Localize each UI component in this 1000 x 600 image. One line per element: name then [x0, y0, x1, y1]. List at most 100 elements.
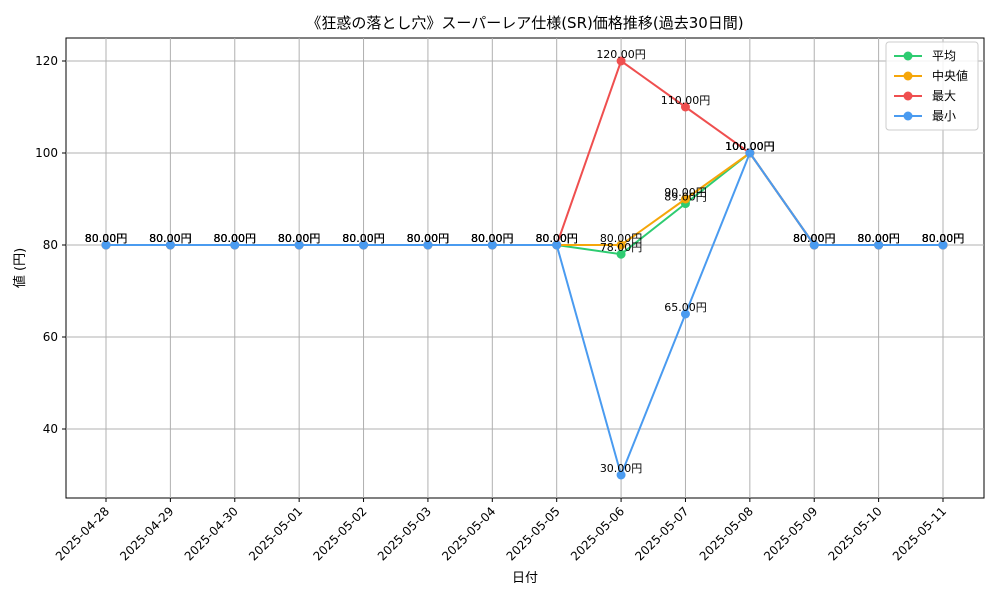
- data-label: 80.00円: [214, 232, 257, 245]
- data-label: 80.00円: [214, 232, 257, 245]
- data-label: 80.00円: [922, 232, 965, 245]
- data-label: 80.00円: [793, 232, 836, 245]
- data-point: [745, 148, 755, 158]
- data-label: 80.00円: [149, 232, 192, 245]
- legend-label: 最大: [932, 89, 956, 103]
- data-label: 80.00円: [535, 232, 578, 245]
- data-label: 80.00円: [149, 232, 192, 245]
- x-tick-label: 2025-05-08: [697, 504, 756, 563]
- data-label: 80.00円: [857, 232, 900, 245]
- data-point: [874, 240, 884, 250]
- data-label: 110.00円: [661, 94, 711, 107]
- data-labels: 80.00円 80.00円 80.00円 80.00円 80.00円 80.00円 80.0…: [85, 48, 965, 475]
- x-tick-label: 2025-04-28: [53, 504, 112, 563]
- data-label: 80.00円: [407, 232, 450, 245]
- data-point: [809, 240, 819, 250]
- data-label: 80.00円: [149, 232, 192, 245]
- data-label: 80.00円: [857, 232, 900, 245]
- data-label: 80.00円: [214, 232, 257, 245]
- data-label: 80.00円: [922, 232, 965, 245]
- data-label: 80.00円: [535, 232, 578, 245]
- x-tick-label: 2025-05-07: [632, 504, 691, 563]
- x-tick-label: 2025-05-03: [375, 504, 434, 563]
- data-label: 80.00円: [407, 232, 450, 245]
- data-point: [230, 240, 240, 250]
- data-label: 80.00円: [471, 232, 514, 245]
- data-label: 80.00円: [407, 232, 450, 245]
- data-label: 80.00円: [278, 232, 321, 245]
- data-label: 80.00円: [793, 232, 836, 245]
- x-tick-label: 2025-05-05: [504, 504, 563, 563]
- data-label: 80.00円: [342, 232, 385, 245]
- legend-swatch-marker: [903, 71, 913, 81]
- plot-frame: [65, 37, 985, 499]
- data-label: 80.00円: [471, 232, 514, 245]
- chart-title: 《狂惑の落とし穴》スーパーレア仕様(SR)価格推移(過去30日間): [306, 14, 743, 32]
- data-point: [552, 240, 562, 250]
- data-label: 80.00円: [793, 232, 836, 245]
- series-lines: [101, 56, 948, 480]
- data-label: 80.00円: [342, 232, 385, 245]
- data-point: [487, 240, 497, 250]
- data-point: [101, 240, 111, 250]
- data-point: [423, 240, 433, 250]
- data-label: 100.00円: [725, 140, 775, 153]
- x-axis-ticks: 2025-04-28 2025-04-29 2025-04-30 2025-05-01…: [53, 498, 949, 563]
- x-tick-label: 2025-05-11: [890, 504, 949, 563]
- data-label: 89.00円: [664, 191, 707, 204]
- data-label: 100.00円: [725, 140, 775, 153]
- y-tick-label: 120: [35, 54, 58, 68]
- data-label: 80.00円: [85, 232, 128, 245]
- data-label: 80.00円: [278, 232, 321, 245]
- data-label: 100.00円: [725, 140, 775, 153]
- data-label: 80.00円: [407, 232, 450, 245]
- data-label: 80.00円: [471, 232, 514, 245]
- x-tick-label: 2025-05-04: [439, 504, 498, 563]
- data-label: 80.00円: [278, 232, 321, 245]
- data-label: 30.00円: [600, 462, 643, 475]
- x-tick-label: 2025-05-10: [826, 504, 885, 563]
- legend-swatch-marker: [903, 111, 913, 121]
- data-label: 80.00円: [600, 232, 643, 245]
- grid: [66, 38, 984, 498]
- legend-label: 最小: [932, 109, 956, 123]
- data-point: [616, 249, 626, 259]
- x-tick-label: 2025-05-02: [310, 504, 369, 563]
- data-label: 80.00円: [535, 232, 578, 245]
- legend-swatch-marker: [903, 51, 913, 61]
- data-label: 80.00円: [85, 232, 128, 245]
- legend-swatch-marker: [903, 91, 913, 101]
- series-line-3: [106, 152, 943, 476]
- data-label: 80.00円: [85, 232, 128, 245]
- data-label: 80.00円: [342, 232, 385, 245]
- y-tick-label: 40: [43, 422, 58, 436]
- x-tick-label: 2025-04-29: [117, 504, 176, 563]
- legend-label: 平均: [932, 49, 956, 63]
- data-label: 80.00円: [535, 232, 578, 245]
- data-point: [165, 240, 175, 250]
- x-tick-label: 2025-05-09: [761, 504, 820, 563]
- data-label: 80.00円: [85, 232, 128, 245]
- data-label: 80.00円: [922, 232, 965, 245]
- data-point: [938, 240, 948, 250]
- data-label: 80.00円: [857, 232, 900, 245]
- y-axis-ticks: 40 60 80 100 120: [35, 54, 66, 436]
- x-tick-label: 2025-04-30: [182, 504, 241, 563]
- data-point: [294, 240, 304, 250]
- y-tick-label: 80: [43, 238, 58, 252]
- data-label: 90.00円: [664, 186, 707, 199]
- data-label: 65.00円: [664, 301, 707, 314]
- data-point: [680, 194, 690, 204]
- data-label: 80.00円: [471, 232, 514, 245]
- data-label: 80.00円: [857, 232, 900, 245]
- y-tick-label: 100: [35, 146, 58, 160]
- data-point: [680, 309, 690, 319]
- data-label: 80.00円: [214, 232, 257, 245]
- y-tick-label: 60: [43, 330, 58, 344]
- data-point: [616, 470, 626, 480]
- data-point: [616, 56, 626, 66]
- data-label: 80.00円: [149, 232, 192, 245]
- data-label: 100.00円: [725, 140, 775, 153]
- data-point: [359, 240, 369, 250]
